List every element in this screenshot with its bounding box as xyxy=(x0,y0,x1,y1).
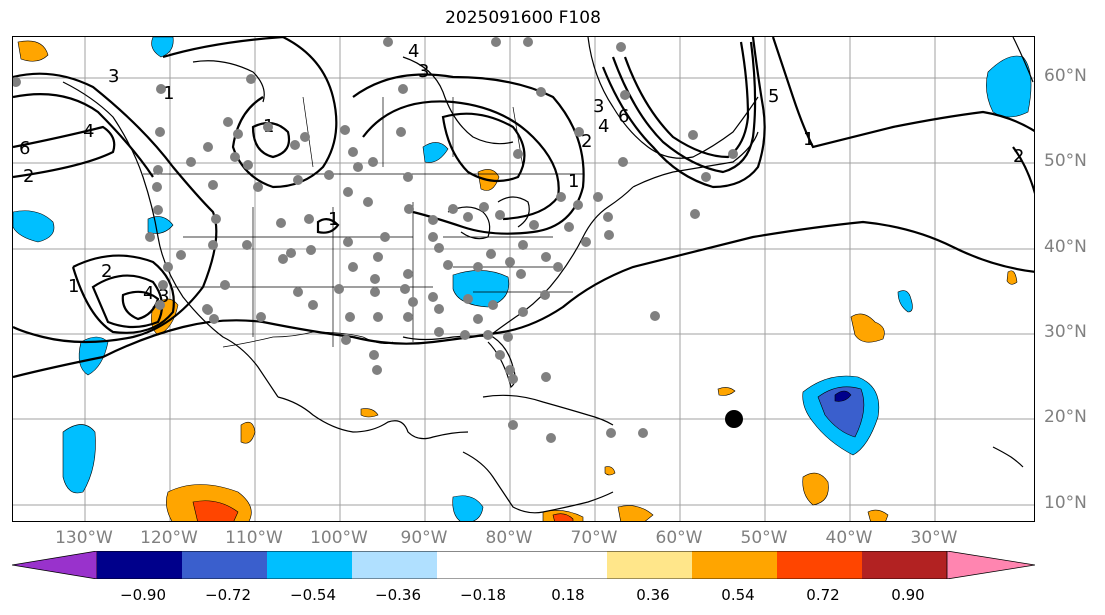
contour-label: 2 xyxy=(101,261,112,282)
lon-label: 100°W xyxy=(310,528,368,548)
lon-label: 70°W xyxy=(570,528,618,548)
lon-label: 110°W xyxy=(225,528,283,548)
graticule xyxy=(13,37,1034,521)
lon-label: 130°W xyxy=(55,528,113,548)
colorbar-tick: 0.18 xyxy=(551,586,585,604)
colorbar-segment xyxy=(182,551,267,579)
contour-label: 3 xyxy=(418,61,429,82)
contour-label: 2 xyxy=(581,131,592,152)
contour-label: 2 xyxy=(23,166,34,187)
lon-label: 40°W xyxy=(825,528,873,548)
colorbar-segment xyxy=(946,551,1035,579)
anomaly-contours xyxy=(13,37,1034,379)
colorbar-tick: 0.36 xyxy=(636,586,670,604)
lat-label: 20°N xyxy=(1044,407,1087,427)
colorbar-tick: −0.18 xyxy=(460,586,506,604)
colorbar-tick: −0.54 xyxy=(290,586,336,604)
contour-label: 1 xyxy=(163,83,174,104)
lat-label: 30°N xyxy=(1044,322,1087,342)
colorbar-segment xyxy=(862,551,947,579)
colorbar-tick: 0.54 xyxy=(721,586,755,604)
contour-label: 6 xyxy=(618,106,629,127)
colorbar-segment xyxy=(607,551,692,579)
colorbar-segment xyxy=(12,551,98,579)
contour-labels: 6 2 1 4 1 2 4 3 4 3 3 1 1 2 3 4 6 5 1 2 … xyxy=(19,41,1024,307)
lon-label: 80°W xyxy=(485,528,533,548)
shaded-anomalies xyxy=(13,37,1032,521)
lon-label: 90°W xyxy=(400,528,448,548)
colorbar-tick: 0.72 xyxy=(806,586,840,604)
lon-label: 120°W xyxy=(140,528,198,548)
contour-label: 5 xyxy=(768,86,779,107)
contour-label: 3 xyxy=(158,286,169,307)
colorbar-tick: −0.72 xyxy=(205,586,251,604)
contour-label: 3 xyxy=(593,96,604,117)
colorbar-segment xyxy=(267,551,352,579)
contour-label: 4 xyxy=(143,283,154,304)
storm-position-marker[interactable] xyxy=(725,410,743,428)
colorbar-tick: −0.36 xyxy=(375,586,421,604)
lat-label: 40°N xyxy=(1044,237,1087,257)
colorbar xyxy=(12,551,1035,579)
contour-label: 1 xyxy=(68,276,79,297)
colorbar-tick: 0.90 xyxy=(891,586,925,604)
lon-label: 50°W xyxy=(740,528,788,548)
station-markers xyxy=(13,37,738,443)
lat-label: 10°N xyxy=(1044,493,1087,513)
contour-label: 3 xyxy=(108,66,119,87)
map-title: 2025091600 F108 xyxy=(445,8,601,28)
contour-label: 2 xyxy=(1013,146,1024,167)
contour-label: 1 xyxy=(568,171,579,192)
map-canvas: 6 2 1 4 1 2 4 3 4 3 3 1 1 2 3 4 6 5 1 2 … xyxy=(13,37,1034,521)
map-panel[interactable]: 6 2 1 4 1 2 4 3 4 3 3 1 1 2 3 4 6 5 1 2 … xyxy=(12,36,1035,522)
colorbar-segment xyxy=(437,551,607,579)
colorbar-segment xyxy=(97,551,182,579)
colorbar-segment xyxy=(692,551,777,579)
lat-label: 60°N xyxy=(1044,66,1087,86)
lon-label: 30°W xyxy=(910,528,958,548)
contour-label: 4 xyxy=(408,41,419,62)
colorbar-segment xyxy=(352,551,437,579)
lat-label: 50°N xyxy=(1044,151,1087,171)
contour-label: 1 xyxy=(803,129,814,150)
contour-label: 4 xyxy=(598,116,609,137)
colorbar-tick: −0.90 xyxy=(120,586,166,604)
contour-label: 1 xyxy=(328,209,339,230)
lon-label: 60°W xyxy=(655,528,703,548)
contour-label: 6 xyxy=(19,138,30,159)
contour-label: 4 xyxy=(83,121,94,142)
colorbar-segment xyxy=(777,551,862,579)
